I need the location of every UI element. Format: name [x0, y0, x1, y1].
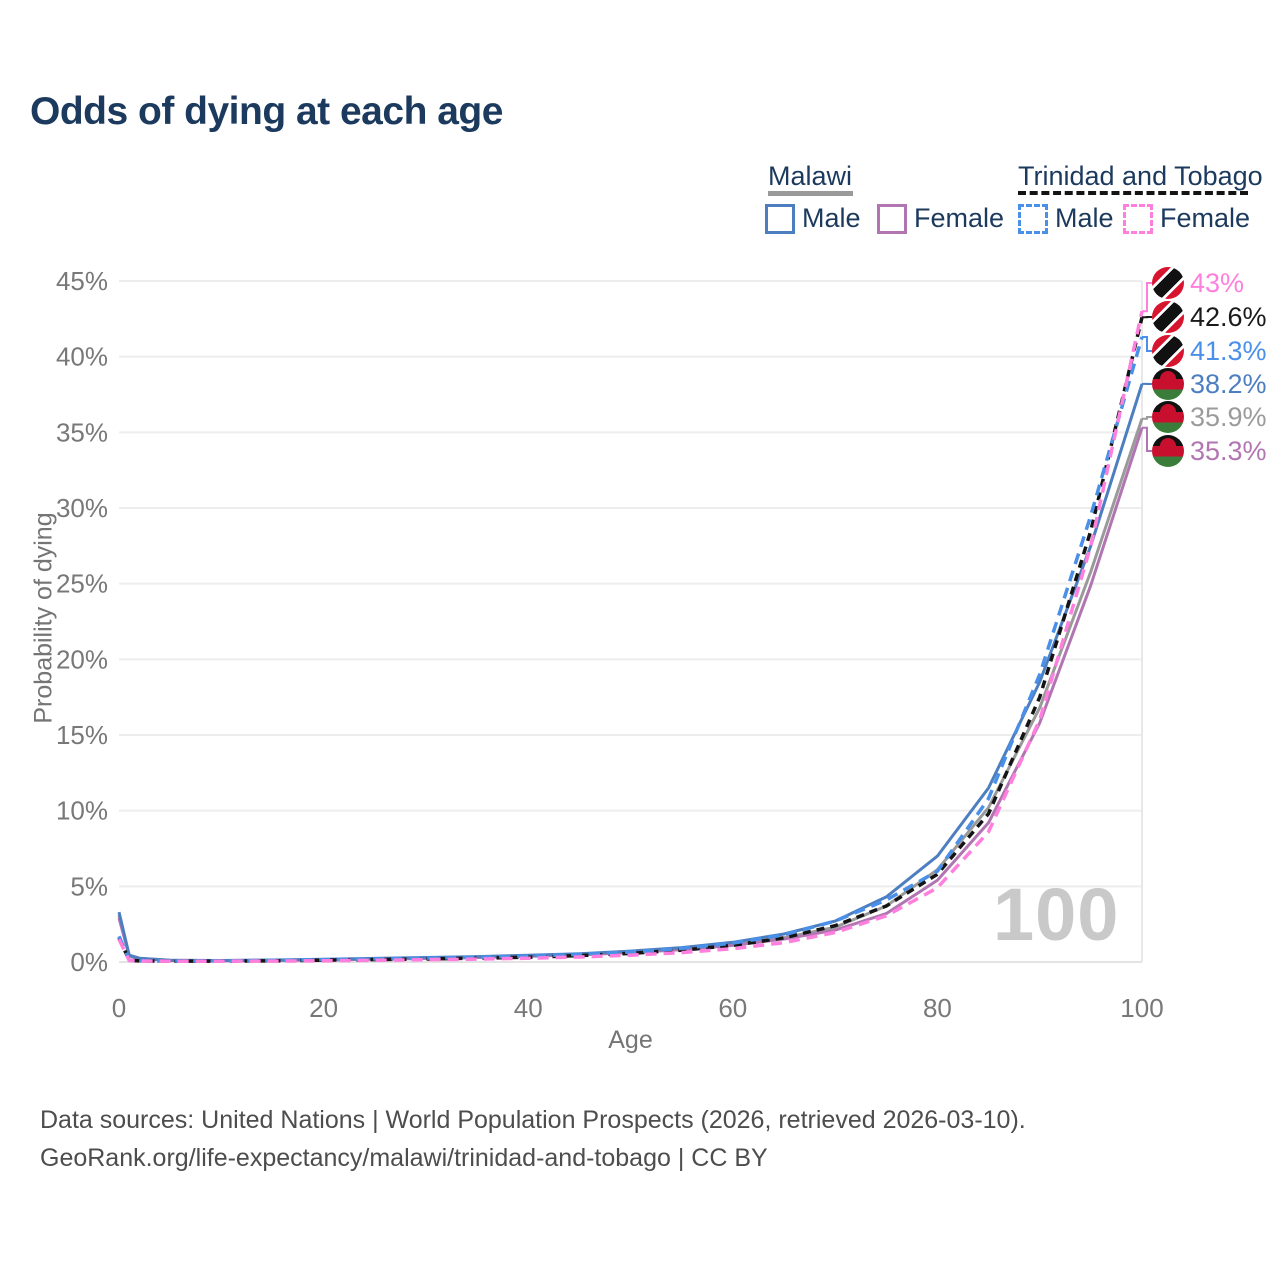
- series-line-malawi-male[interactable]: [117, 383, 1144, 962]
- end-label-trinidad-female: 43%: [1152, 266, 1244, 300]
- x-tick-80: 80: [923, 993, 952, 1023]
- y-tick-35: 35%: [56, 417, 108, 447]
- trinidad-male-swatch-icon: [1018, 203, 1048, 234]
- legend-item-malawi-male[interactable]: Male: [765, 203, 861, 234]
- legend-item-trinidad-male[interactable]: Male: [1018, 203, 1114, 234]
- x-tick-100: 100: [1120, 993, 1163, 1023]
- y-tick-25: 25%: [56, 569, 108, 599]
- y-tick-15: 15%: [56, 720, 108, 750]
- trinidad-female-swatch-icon: [1123, 203, 1153, 234]
- leader-line: [1142, 416, 1152, 420]
- age-indicator-watermark: 100: [993, 873, 1120, 956]
- leader-line: [1142, 282, 1152, 313]
- legend-item-malawi-female[interactable]: Female: [877, 203, 1004, 234]
- x-tick-20: 20: [309, 993, 338, 1023]
- y-tick-40: 40%: [56, 342, 108, 372]
- y-tick-30: 30%: [56, 493, 108, 523]
- data-source-line: Data sources: United Nations | World Pop…: [40, 1106, 1026, 1134]
- y-tick-45: 45%: [56, 266, 108, 296]
- x-tick-60: 60: [718, 993, 747, 1023]
- legend-group-trinidad-and-tobago[interactable]: Trinidad and Tobago: [1018, 161, 1263, 191]
- y-tick-10: 10%: [56, 796, 108, 826]
- y-tick-5: 5%: [70, 871, 108, 901]
- end-label-malawi-total: 35.9%: [1152, 400, 1267, 434]
- end-label-trinidad-male: 41.3%: [1152, 334, 1267, 368]
- attribution-line: GeoRank.org/life-expectancy/malawi/trini…: [40, 1144, 768, 1172]
- trinidad-and-tobago-flag-icon: [1152, 267, 1184, 299]
- legend-trinidad-line-key: [1018, 191, 1248, 195]
- legend-group-malawi[interactable]: Malawi: [768, 161, 853, 191]
- legend-item-trinidad-female[interactable]: Female: [1123, 203, 1250, 234]
- end-label-trinidad-total: 42.6%: [1152, 300, 1267, 334]
- trinidad-and-tobago-flag-icon: [1152, 335, 1184, 367]
- x-tick-40: 40: [514, 993, 543, 1023]
- y-axis-title: Probability of dying: [29, 512, 58, 724]
- y-tick-20: 20%: [56, 644, 108, 674]
- malawi-female-swatch-icon: [877, 203, 907, 234]
- series-line-trinidad-and-tobago-total[interactable]: [117, 316, 1144, 963]
- malawi-male-swatch-icon: [765, 203, 795, 234]
- x-axis-title: Age: [608, 1026, 653, 1054]
- legend-malawi-line-key: [768, 191, 853, 196]
- end-label-malawi-male: 38.2%: [1152, 367, 1267, 401]
- series-line-malawi-total[interactable]: [117, 418, 1144, 963]
- series-line-trinidad-and-tobago-female[interactable]: [117, 310, 1144, 963]
- y-tick-0: 0%: [70, 947, 108, 977]
- page-title: Odds of dying at each age: [30, 90, 503, 133]
- leader-line: [1142, 426, 1152, 452]
- malawi-flag-icon: [1152, 401, 1184, 433]
- series-line-trinidad-and-tobago-male[interactable]: [117, 336, 1144, 963]
- trinidad-and-tobago-flag-icon: [1152, 301, 1184, 333]
- malawi-flag-icon: [1152, 368, 1184, 400]
- end-label-malawi-female: 35.3%: [1152, 434, 1267, 468]
- malawi-flag-icon: [1152, 435, 1184, 467]
- x-tick-0: 0: [112, 993, 126, 1023]
- leader-line: [1142, 336, 1152, 352]
